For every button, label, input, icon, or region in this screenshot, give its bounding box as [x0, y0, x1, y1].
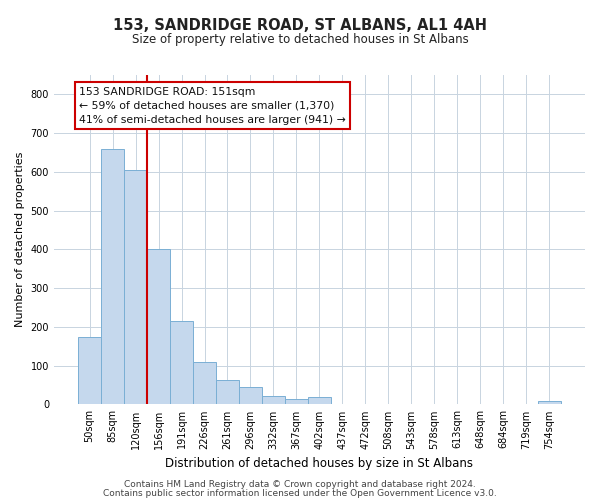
Text: Size of property relative to detached houses in St Albans: Size of property relative to detached ho…	[131, 32, 469, 46]
Text: 153 SANDRIDGE ROAD: 151sqm
← 59% of detached houses are smaller (1,370)
41% of s: 153 SANDRIDGE ROAD: 151sqm ← 59% of deta…	[79, 86, 346, 124]
Bar	[262, 396, 285, 404]
Bar	[193, 362, 216, 405]
Y-axis label: Number of detached properties: Number of detached properties	[15, 152, 25, 328]
Bar	[239, 387, 262, 404]
Bar	[101, 148, 124, 404]
Bar	[308, 398, 331, 404]
Text: 153, SANDRIDGE ROAD, ST ALBANS, AL1 4AH: 153, SANDRIDGE ROAD, ST ALBANS, AL1 4AH	[113, 18, 487, 32]
Bar	[124, 170, 147, 404]
Bar	[147, 250, 170, 404]
Bar	[170, 321, 193, 404]
Bar	[78, 336, 101, 404]
Bar	[538, 402, 561, 404]
Bar	[216, 380, 239, 404]
Text: Contains HM Land Registry data © Crown copyright and database right 2024.: Contains HM Land Registry data © Crown c…	[124, 480, 476, 489]
Bar	[285, 398, 308, 404]
X-axis label: Distribution of detached houses by size in St Albans: Distribution of detached houses by size …	[166, 457, 473, 470]
Text: Contains public sector information licensed under the Open Government Licence v3: Contains public sector information licen…	[103, 488, 497, 498]
